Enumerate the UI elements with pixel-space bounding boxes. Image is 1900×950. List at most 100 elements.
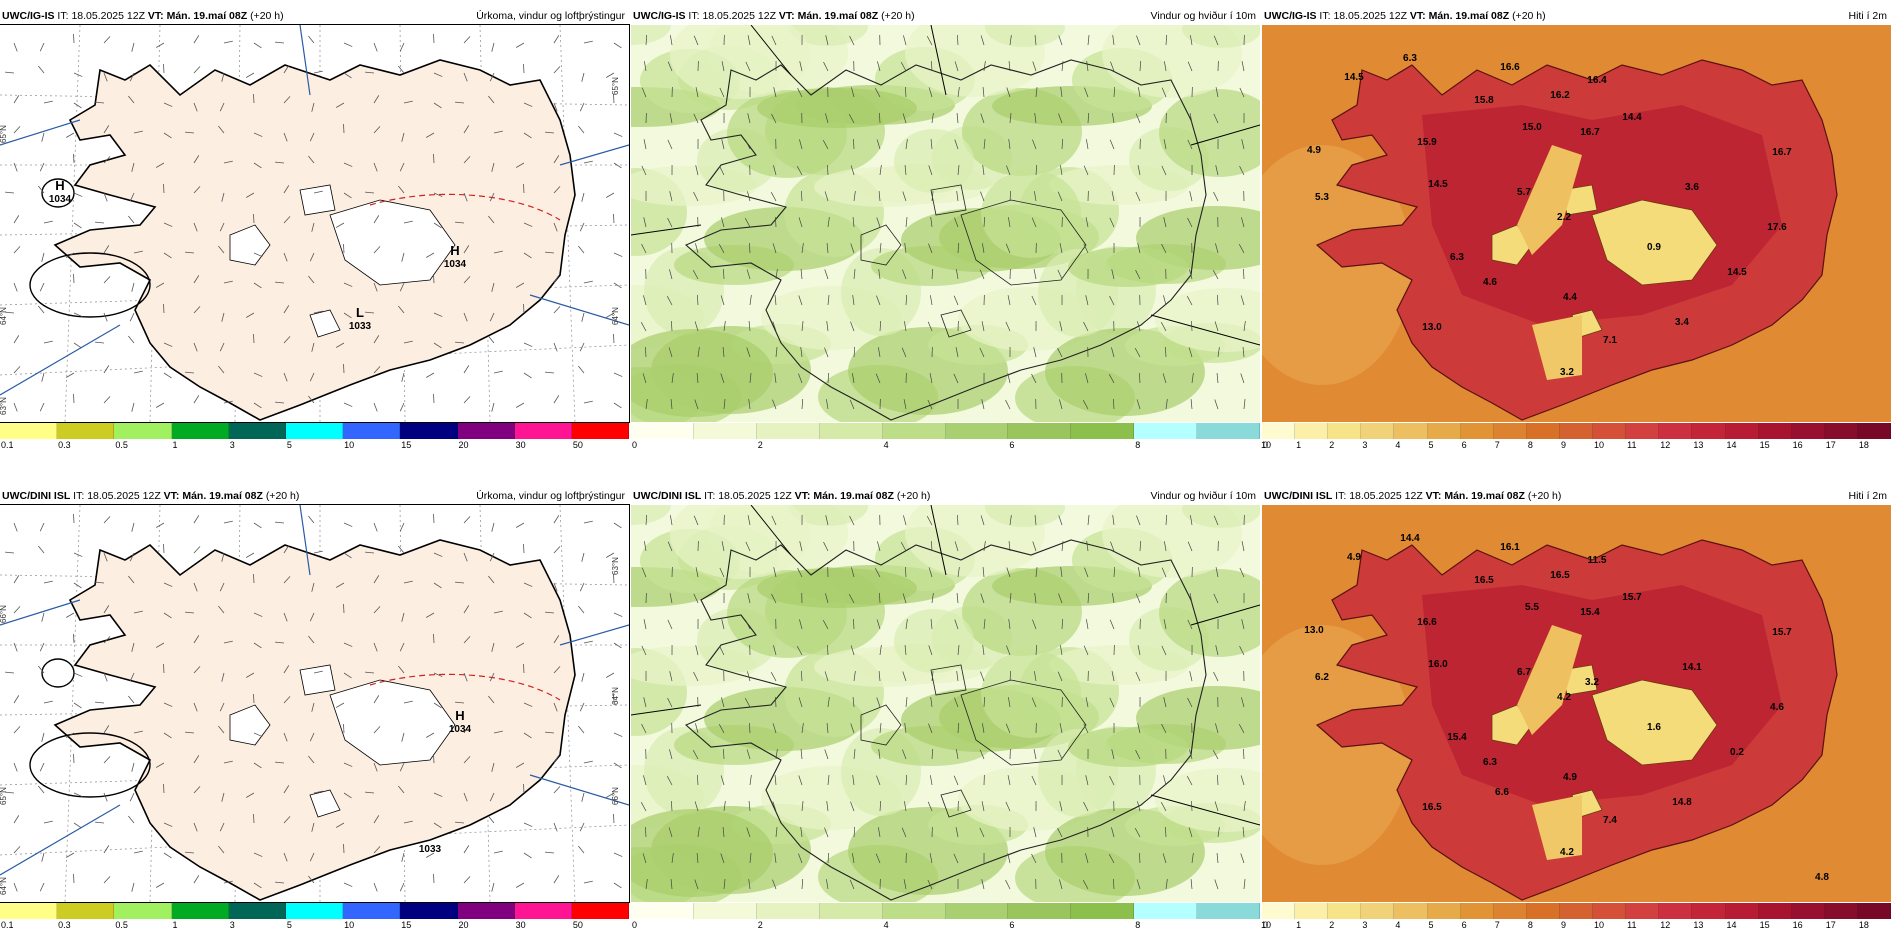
colorbar-tick-label: 2 (1329, 920, 1335, 930)
colorbar-swatch (1008, 903, 1072, 919)
colorbar-swatch (1197, 423, 1261, 439)
colorbar-swatch (1008, 423, 1072, 439)
init-time-value: 18.05.2025 12Z (702, 10, 776, 22)
colorbar-tick-label: 17 (1825, 920, 1836, 930)
valid-time-label: VT: (147, 10, 164, 22)
colorbar-tick-label: 6 (1461, 920, 1467, 930)
temperature-label: 3.2 (1585, 677, 1599, 688)
colorbar-tick-label: 2 (1329, 440, 1335, 450)
forecast-panel-dini-wind: UWC/DINI ISL IT: 18.05.2025 12Z VT: Mán.… (631, 488, 1271, 943)
colorbar-swatch (1394, 423, 1428, 439)
temperature-label: 17.6 (1767, 222, 1787, 233)
latitude-label: 64°N (0, 307, 8, 325)
init-time-value: 18.05.2025 12Z (87, 490, 161, 502)
init-time-label: IT: (688, 10, 700, 22)
init-time-value: 18.05.2025 12Z (718, 490, 792, 502)
temperature-label: 16.6 (1500, 62, 1520, 73)
colorbar-swatch (400, 903, 458, 919)
colorbar-tick-label: 0.1 (1, 440, 14, 450)
lead-time: (+20 h) (265, 490, 300, 502)
colorbar-swatch (1460, 903, 1494, 919)
temperature-label: 15.0 (1522, 122, 1542, 133)
colorbar-swatch (1427, 423, 1461, 439)
colorbar-swatch (1197, 903, 1261, 919)
temperature-label: 15.9 (1417, 137, 1437, 148)
colorbar-tick-label: 3 (229, 440, 235, 450)
colorbar-tick-label: 12 (1660, 440, 1671, 450)
init-time-label: IT: (704, 490, 716, 502)
colorbar-swatch (1593, 903, 1627, 919)
pressure-center-value: 1033 (419, 844, 442, 855)
model-name: UWC/IG-IS (1264, 10, 1317, 22)
colorbar-swatch (1659, 423, 1693, 439)
colorbar-swatch (1493, 903, 1527, 919)
pressure-center-value: 1034 (449, 724, 472, 735)
init-time-value: 18.05.2025 12Z (1349, 490, 1423, 502)
colorbar-tick-label: 15 (1759, 920, 1770, 930)
colorbar-tick-label: 9 (1560, 440, 1566, 450)
colorbar-swatch (1559, 903, 1594, 919)
model-name: UWC/DINI ISL (633, 490, 702, 502)
colorbar-tick-label: 1 (172, 440, 178, 450)
panel-header: UWC/IG-IS IT: 18.05.2025 12Z VT: Mán. 19… (2, 8, 625, 24)
colorbar-swatch (945, 903, 1009, 919)
temperature-label: 16.0 (1428, 659, 1448, 670)
model-name: UWC/DINI ISL (1264, 490, 1333, 502)
colorbar-swatch (882, 423, 946, 439)
iceland-map-temp: 14.5 6.3 16.6 15.8 16.2 16.4 4.9 15.0 16.7 14.4 15… (1262, 25, 1891, 422)
colorbar-tick-label: 5 (1428, 440, 1434, 450)
temperature-label: 14.5 (1428, 179, 1448, 190)
valid-time-value: Mán. 19.maí 08Z (1428, 10, 1510, 22)
colorbar-swatch (171, 903, 229, 919)
colorbar-swatch (1758, 423, 1792, 439)
lead-time: (+20 h) (250, 10, 284, 22)
model-name: UWC/IG-IS (2, 10, 55, 22)
forecast-panel-igis-wind: UWC/IG-IS IT: 18.05.2025 12Z VT: Mán. 19… (631, 8, 1271, 463)
colorbar-swatch (756, 903, 820, 919)
init-time-label: IT: (57, 10, 69, 22)
panel-header: UWC/DINI ISL IT: 18.05.2025 12Z VT: Mán.… (2, 488, 625, 504)
temperature-label: 16.6 (1417, 617, 1437, 628)
colorbar-tick-label: 0.3 (58, 440, 71, 450)
colorbar-tick-label: 4 (883, 440, 889, 450)
colorbar-tick-label: 50 (572, 440, 583, 450)
temperature-label: 5.3 (1315, 192, 1329, 203)
colorbar-swatch (1824, 903, 1858, 919)
temperature-label: 3.2 (1560, 367, 1574, 378)
colorbar-ticks: 0 2 4 6 8 10 (631, 920, 1271, 932)
colorbar-ticks: 0 2 4 6 8 10 (631, 440, 1271, 452)
colorbar-swatch (1791, 423, 1825, 439)
colorbar-tick-label: 20 (458, 920, 469, 930)
lead-time: (+20 h) (1512, 10, 1546, 22)
colorbar-tick-label: 12 (1660, 920, 1671, 930)
colorbar-swatch (57, 903, 115, 919)
colorbar-ticks: 0 1 2 3 4 5 6 7 8 9 10 11 12 13 14 15 16 17 18 (1262, 920, 1891, 932)
temperature-label: 13.0 (1304, 625, 1324, 636)
temperature-label: 14.4 (1400, 533, 1420, 544)
colorbar-tick-label: 10 (344, 920, 355, 930)
temperature-label: 7.4 (1603, 815, 1617, 826)
colorbar-swatch (1361, 423, 1395, 439)
colorbar-swatch (1328, 423, 1362, 439)
colorbar-swatch (1361, 903, 1395, 919)
colorbar-swatch (819, 423, 883, 439)
pressure-center-value: 1033 (349, 321, 372, 332)
colorbar-tick-label: 18 (1858, 920, 1869, 930)
valid-time-value: Mán. 19.maí 08Z (1444, 490, 1525, 502)
iceland-map-precip: H 1034 1033 66°N 65°N 64°N 63°N 66°N 64°N (0, 504, 630, 903)
colorbar-swatch (1134, 423, 1198, 439)
colorbar-swatch (1626, 423, 1660, 439)
latitude-label: 63°N (0, 397, 8, 415)
lead-time: (+20 h) (881, 10, 915, 22)
colorbar-swatch (228, 423, 286, 439)
colorbar-tick-label: 6 (1009, 440, 1015, 450)
colorbar-swatch (1857, 423, 1892, 439)
init-time-value: 18.05.2025 12Z (71, 10, 145, 22)
colorbar-tick-label: 30 (515, 440, 526, 450)
colorbar-tick-label: 5 (286, 920, 292, 930)
colorbar-swatch (882, 903, 946, 919)
colorbar-tick-label: 10 (1261, 920, 1272, 930)
field-title: Vindur og hviður í 10m (1150, 490, 1256, 502)
colorbar-swatch (1526, 903, 1560, 919)
panel-header-run-info: UWC/DINI ISL IT: 18.05.2025 12Z VT: Mán.… (1264, 488, 1561, 504)
